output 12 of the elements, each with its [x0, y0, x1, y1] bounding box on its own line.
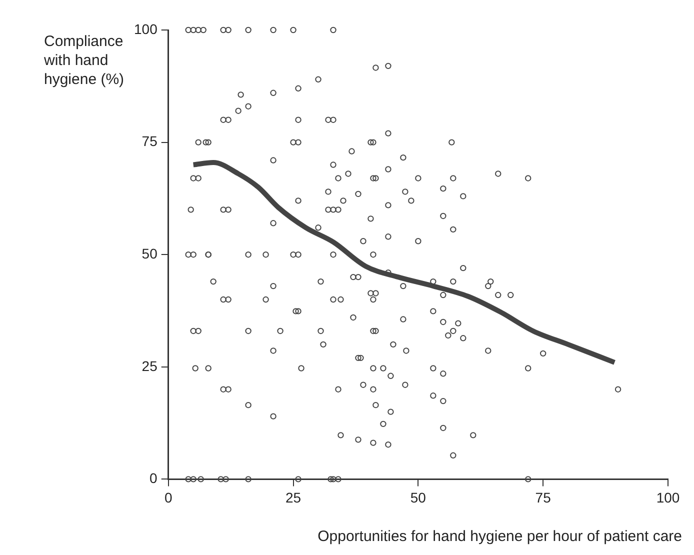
x-axis-title: Opportunities for hand hygiene per hour of patient care: [318, 528, 682, 545]
y-axis-title: Compliance with hand hygiene (%): [44, 33, 124, 88]
x-tick-label: 50: [410, 489, 426, 506]
y-tick-label: 0: [150, 470, 158, 486]
x-tick-label: 100: [656, 489, 680, 506]
y-tick-label: 75: [142, 133, 158, 150]
x-tick-label: 75: [535, 489, 552, 506]
x-tick-label: 0: [164, 489, 172, 506]
x-tick-label: 25: [285, 489, 302, 506]
y-tick-label: 25: [142, 358, 158, 374]
y-tick-label: 100: [134, 20, 158, 37]
y-tick-label: 50: [142, 245, 158, 262]
